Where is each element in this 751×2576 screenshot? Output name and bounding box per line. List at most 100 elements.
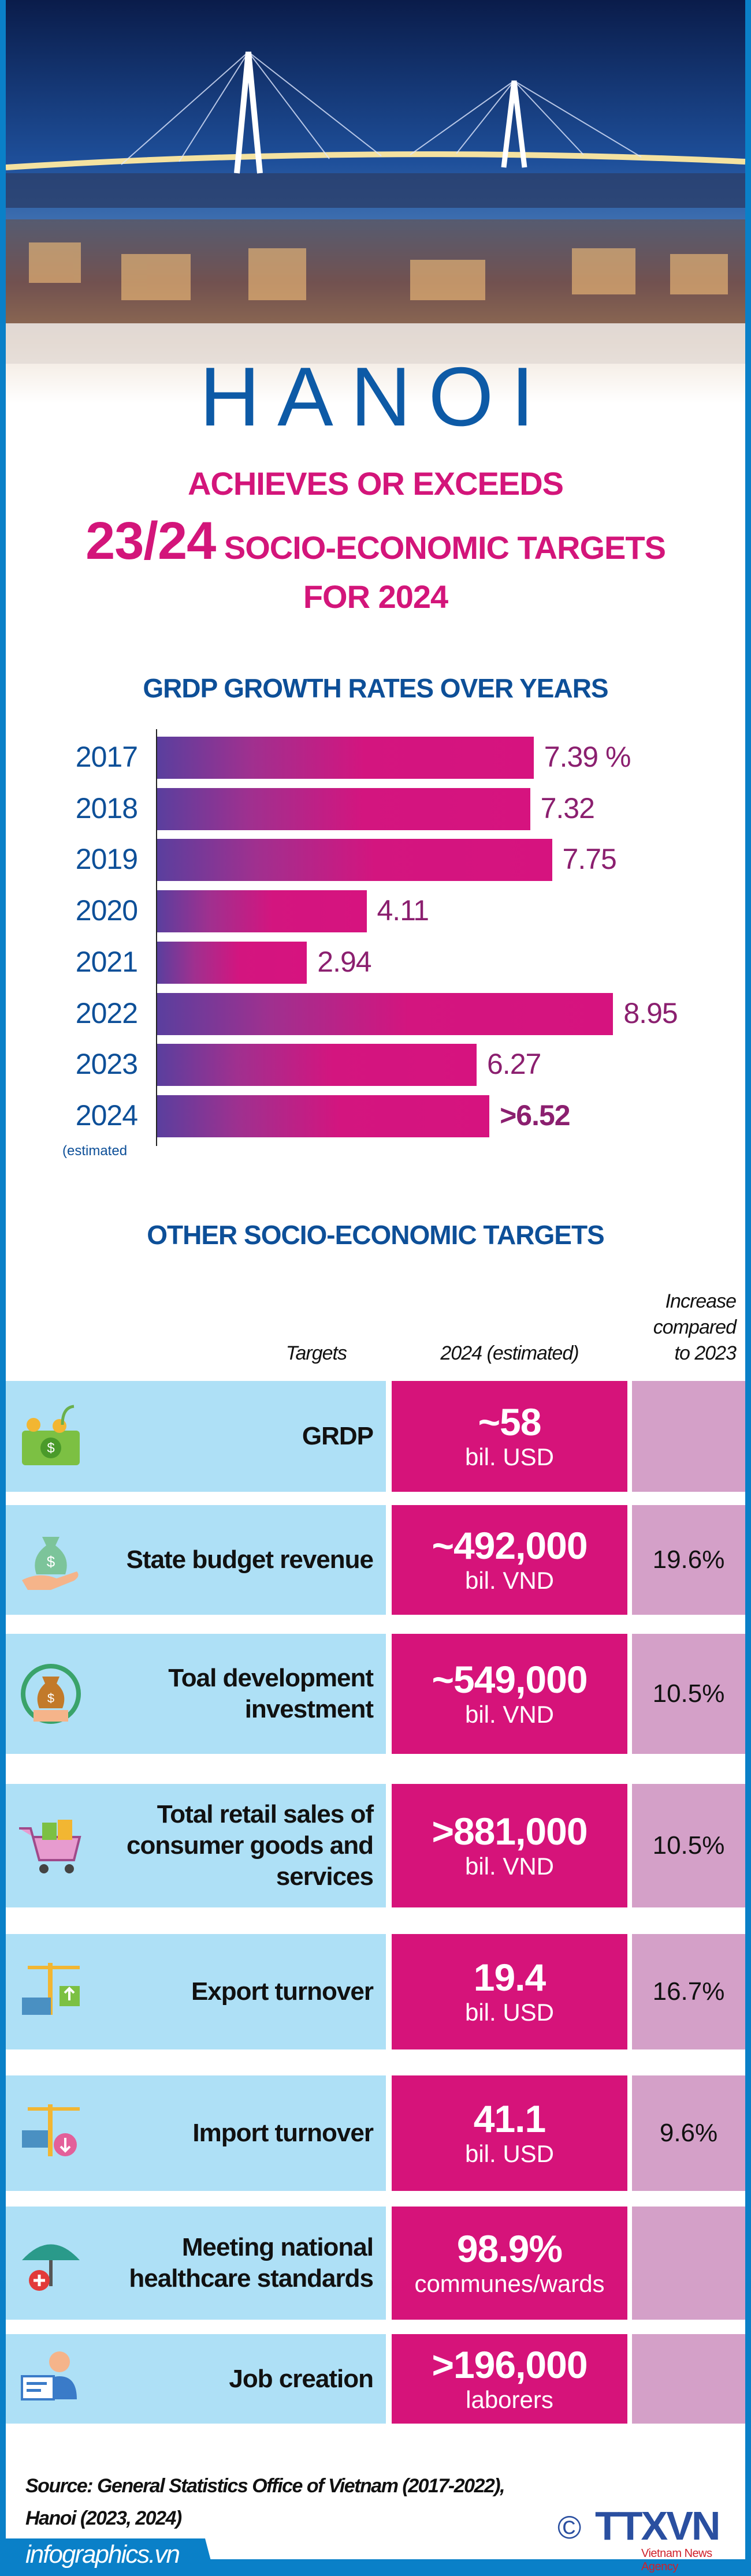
value-label: 2.94 (317, 945, 371, 978)
increase-value: 10.5% (652, 1679, 725, 1708)
estimate-cell: 19.4 bil. USD (392, 1934, 627, 2049)
year-label: 2017 (75, 741, 138, 773)
year-label: 2018 (75, 792, 138, 824)
site-link[interactable]: infographics.vn (25, 2540, 180, 2568)
estimate-unit: bil. USD (464, 1443, 555, 1470)
target-label: Total retail sales of consumer goods and… (127, 1800, 374, 1891)
chart-title: GRDP GROWTH RATES OVER YEARS (143, 673, 608, 703)
estimate-value: >196,000 (432, 2343, 588, 2386)
target-cell: $ State budget revenue (6, 1505, 386, 1615)
increase-cell: 9.6% (632, 2075, 745, 2191)
estimate-value: 41.1 (473, 2097, 546, 2140)
estimate-value: 98.9% (456, 2227, 563, 2270)
value-label: 7.75 (562, 843, 617, 876)
header-estimate: 2024 (estimated) (440, 1342, 579, 1364)
estimate-cell: ~58 bil. USD (392, 1381, 627, 1492)
increase-cell: 10.5% (632, 1634, 745, 1754)
year-label: 2019 (75, 843, 138, 876)
header-increase: Increase compared to 2023 (632, 1289, 737, 1367)
headline-line3: FOR 2024 (303, 578, 448, 615)
estimate-unit: laborers (466, 2385, 553, 2413)
investment-icon: $ (21, 1664, 81, 1724)
estimate-unit: bil. VND (464, 1701, 555, 1728)
target-label: Job creation (229, 2364, 374, 2393)
header-increase-l2: compared (653, 1316, 737, 1338)
increase-cell: 10.5% (632, 1784, 745, 1907)
source-line1: Source: General Statistics Office of Vie… (25, 2475, 505, 2497)
export-crane-icon (22, 1963, 80, 2015)
increase-cell: 19.6% (632, 1505, 745, 1615)
target-cell: $ Toal development investment (6, 1634, 386, 1754)
target-cell: Export turnover (6, 1934, 386, 2049)
bar-2024 (157, 1095, 490, 1137)
infographic: HANOI ACHIEVES OR EXCEEDS 23/24 SOCIO-EC… (6, 0, 745, 2573)
estimate-cell: ~492,000 bil. VND (392, 1505, 627, 1615)
estimate-unit: communes/wards (414, 2270, 605, 2297)
job-worker-icon (21, 2351, 77, 2400)
estimate-cell: 98.9% communes/wards (392, 2207, 627, 2320)
estimate-cell: >196,000 laborers (392, 2334, 627, 2424)
value-label: 8.95 (623, 996, 678, 1029)
year-label: 2020 (75, 894, 138, 927)
target-cell: Import turnover (6, 2075, 386, 2191)
value-label: 7.39 % (544, 741, 631, 773)
header-targets: Targets (285, 1342, 347, 1364)
estimate-value: >881,000 (432, 1810, 588, 1853)
estimate-cell: >881,000 bil. VND (392, 1784, 627, 1907)
year-label: 2024 (75, 1099, 138, 1132)
year-label: 2021 (75, 945, 138, 978)
estimate-value: ~492,000 (432, 1524, 588, 1567)
value-label: 7.32 (540, 792, 595, 824)
target-label: Export turnover (191, 1977, 374, 2006)
target-cell: $ GRDP (6, 1381, 386, 1492)
copyright-symbol: © (557, 2509, 582, 2545)
increase-value: 16.7% (652, 1977, 725, 2006)
target-cell: Meeting national healthcare standards (6, 2207, 386, 2320)
healthcare-umbrella-icon (22, 2244, 80, 2291)
value-label: 4.11 (377, 894, 430, 927)
target-label: State budget revenue (126, 1545, 374, 1574)
target-cell: Total retail sales of consumer goods and… (6, 1784, 386, 1907)
source-note: Source: General Statistics Office of Vie… (25, 2470, 505, 2534)
estimate-unit: bil. VND (464, 1853, 555, 1880)
estimate-unit: bil. USD (464, 2140, 555, 2167)
headline-line1: ACHIEVES OR EXCEEDS (187, 465, 564, 502)
estimate-cell: ~549,000 bil. VND (392, 1634, 627, 1754)
estimate-value: 19.4 (473, 1956, 546, 1999)
increase-value: 10.5% (652, 1831, 725, 1860)
estimate-value: ~58 (478, 1401, 542, 1443)
ttxvn-logo-subtitle: Vietnam News Agency (641, 2547, 712, 2573)
increase-cell (632, 2334, 745, 2424)
bar-2023 (157, 1044, 477, 1087)
money-bag-hand-icon: $ (22, 1537, 79, 1590)
increase-value: 19.6% (652, 1545, 725, 1574)
chart-axis (156, 729, 157, 1146)
svg-text:$: $ (47, 1691, 54, 1705)
hanoi-bridge-photo (6, 0, 745, 404)
increase-cell (632, 1381, 745, 1492)
header-increase-l1: Increase (665, 1290, 737, 1312)
year-label: 2022 (75, 996, 138, 1029)
year-label: 2023 (75, 1048, 138, 1081)
shopping-cart-icon (19, 1820, 81, 1873)
headline-line2: 23/24 SOCIO-ECONOMIC TARGETS (6, 512, 745, 570)
header-increase-l3: to 2023 (674, 1342, 737, 1364)
estimate-unit: bil. VND (464, 1567, 555, 1594)
bar-2019 (157, 839, 552, 882)
estimate-unit: bil. USD (464, 1999, 555, 2026)
estimate-cell: 41.1 bil. USD (392, 2075, 627, 2191)
city-title: HANOI (199, 350, 552, 443)
svg-text:$: $ (47, 1440, 54, 1456)
estimate-value: ~549,000 (432, 1658, 588, 1701)
bar-2017 (157, 737, 534, 779)
bar-2020 (157, 890, 367, 933)
target-label: GRDP (302, 1422, 374, 1450)
money-plant-icon: $ (22, 1405, 80, 1465)
target-label: Import turnover (192, 2119, 374, 2147)
value-label: 6.27 (487, 1048, 541, 1081)
headline-targets: SOCIO-ECONOMIC TARGETS (224, 529, 666, 566)
target-label: Meeting national healthcare standards (129, 2233, 374, 2293)
svg-text:$: $ (47, 1553, 55, 1570)
import-crane-icon (22, 2104, 80, 2156)
targets-title: OTHER SOCIO-ECONOMIC TARGETS (147, 1220, 605, 1250)
